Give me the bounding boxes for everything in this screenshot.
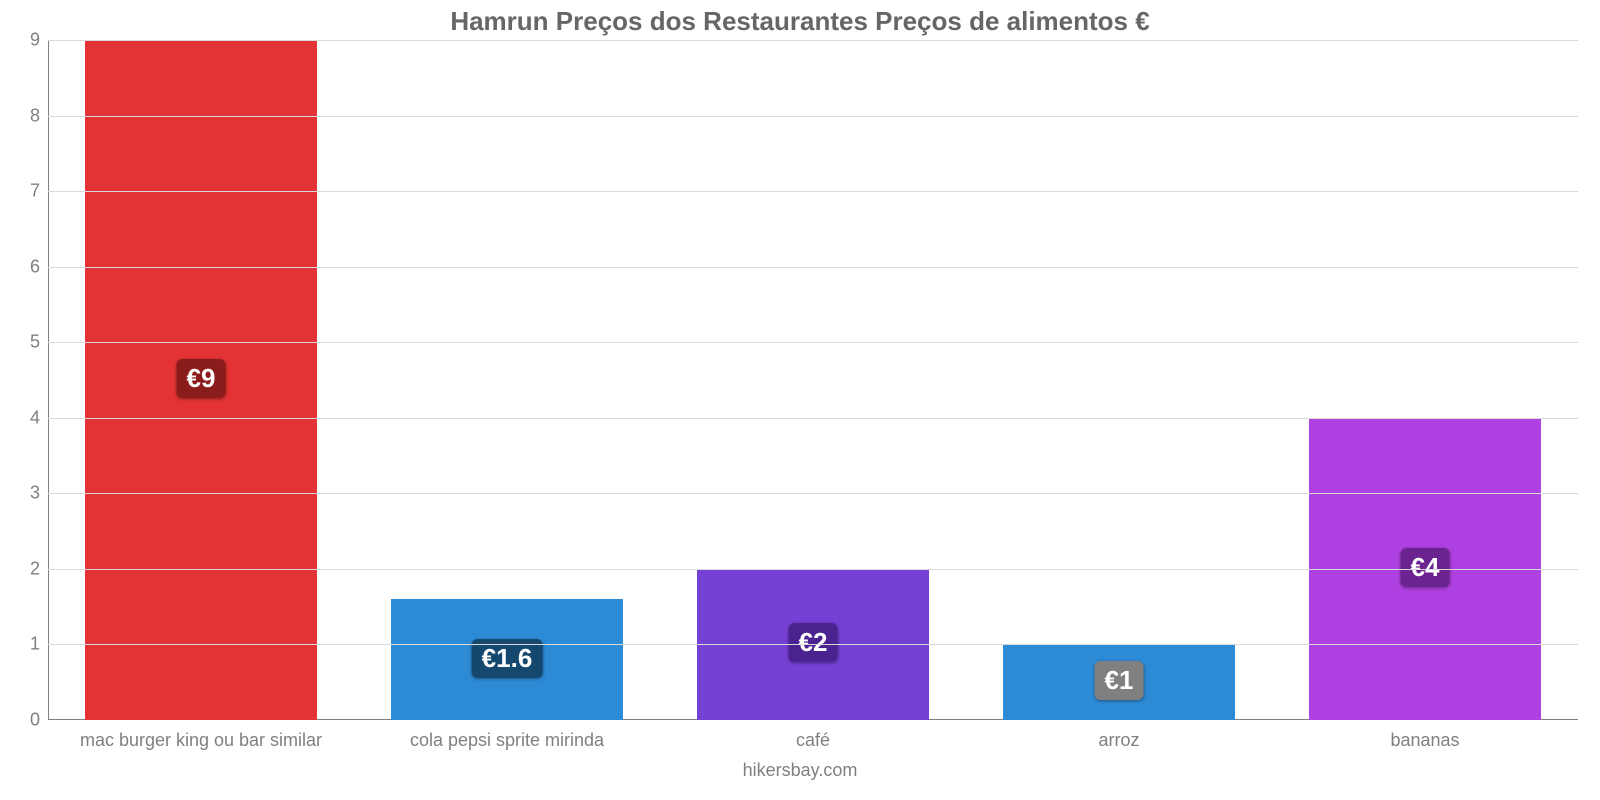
gridline: [48, 644, 1578, 645]
y-tick-label: 2: [30, 558, 48, 579]
y-tick-label: 7: [30, 181, 48, 202]
y-tick-label: 1: [30, 634, 48, 655]
x-tick-label: café: [796, 730, 830, 751]
bars-group: €9 €1.6 €2 €1 €4: [48, 40, 1578, 720]
y-tick-label: 0: [30, 710, 48, 731]
value-badge: €4: [1401, 548, 1450, 587]
x-tick-label: cola pepsi sprite mirinda: [410, 730, 604, 751]
x-tick-label: arroz: [1098, 730, 1139, 751]
y-tick-label: 8: [30, 105, 48, 126]
chart-container: Hamrun Preços dos Restaurantes Preços de…: [0, 0, 1600, 800]
bar: €1: [1003, 644, 1236, 720]
gridline: [48, 418, 1578, 419]
gridline: [48, 493, 1578, 494]
gridline: [48, 267, 1578, 268]
y-tick-label: 6: [30, 256, 48, 277]
y-tick-label: 4: [30, 407, 48, 428]
x-tick-label: mac burger king ou bar similar: [80, 730, 322, 751]
gridline: [48, 116, 1578, 117]
value-badge: €2: [789, 623, 838, 662]
chart-footer: hikersbay.com: [0, 760, 1600, 781]
x-tick-label: bananas: [1390, 730, 1459, 751]
gridline: [48, 40, 1578, 41]
bar: €1.6: [391, 599, 624, 720]
gridline: [48, 342, 1578, 343]
plot-area: €9€1.6€2€1€4 0123456789mac burger king o…: [48, 40, 1578, 720]
bar: €9: [85, 40, 318, 720]
y-tick-label: 9: [30, 30, 48, 51]
y-tick-label: 3: [30, 483, 48, 504]
value-badge: €1: [1095, 661, 1144, 700]
y-tick-label: 5: [30, 332, 48, 353]
gridline: [48, 569, 1578, 570]
value-badge: €9: [177, 359, 226, 398]
chart-title: Hamrun Preços dos Restaurantes Preços de…: [0, 0, 1600, 37]
gridline: [48, 191, 1578, 192]
